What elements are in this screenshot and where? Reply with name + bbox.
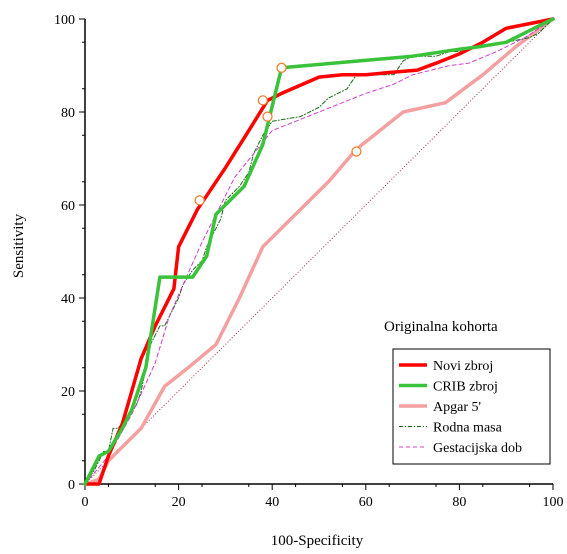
x-tick-label: 0 [82, 495, 89, 510]
reference-diagonal [84, 18, 554, 485]
x-tick-label: 20 [172, 495, 186, 510]
x-tick-label: 80 [452, 495, 466, 510]
x-tick-label: 100 [543, 495, 564, 510]
y-axis-title: Sensitivity [11, 213, 27, 278]
legend-label: Apgar 5' [433, 400, 481, 415]
series-line-2 [83, 17, 555, 486]
legend-label: Novi zbroj [433, 359, 493, 374]
y-tick-label: 40 [61, 292, 75, 307]
legend-label: Rodna masa [433, 421, 503, 436]
cutoff-marker [194, 195, 205, 206]
series-line-4 [84, 18, 554, 485]
y-tick-label: 0 [68, 478, 75, 493]
cutoff-marker [276, 62, 287, 73]
cutoff-marker [257, 95, 268, 106]
annotation-text: Originalna kohorta [384, 319, 498, 335]
cutoff-marker [262, 111, 273, 122]
legend-label: Gestacijska dob [433, 441, 522, 456]
legend-label: CRIB zbroj [433, 380, 498, 395]
y-tick-label: 60 [61, 199, 75, 214]
marker-layer [194, 62, 362, 206]
reference-line [84, 18, 554, 485]
axes: 0 20 40 60 80 100 0 20 40 60 80 100 [54, 13, 564, 510]
cutoff-marker [351, 146, 362, 157]
y-tick-label: 100 [54, 13, 75, 28]
legend: Novi zbroj CRIB zbroj Apgar 5' Rodna masa Ge… [392, 348, 551, 465]
x-tick-label: 40 [265, 495, 279, 510]
x-axis-title: 100-Specificity [271, 533, 364, 549]
x-tick-label: 60 [359, 495, 373, 510]
y-tick-label: 80 [61, 106, 75, 121]
y-tick-label: 20 [61, 385, 75, 400]
series-line-1 [83, 17, 555, 486]
